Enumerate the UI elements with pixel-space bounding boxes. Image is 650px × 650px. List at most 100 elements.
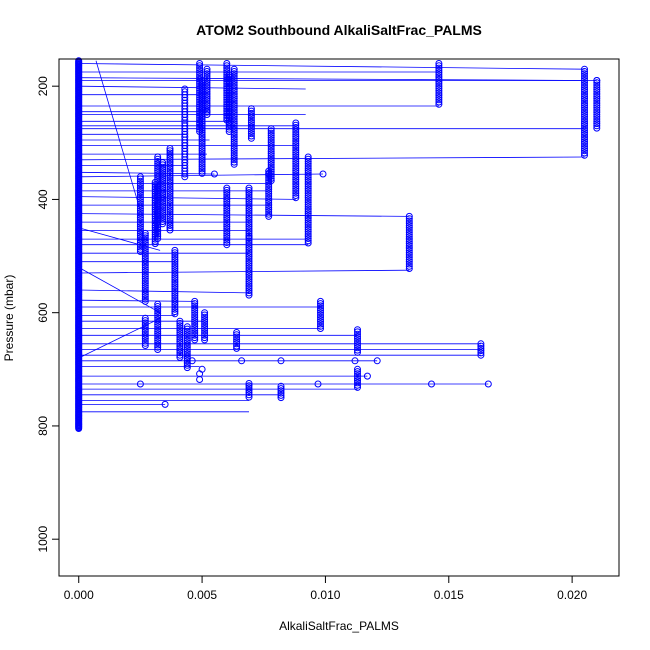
data-point	[159, 161, 167, 169]
data-point	[304, 171, 312, 179]
data-point	[166, 201, 174, 209]
data-point	[267, 129, 275, 137]
data-point	[267, 138, 275, 146]
data-point	[171, 253, 179, 261]
series-line-segment	[78, 269, 410, 274]
data-point	[304, 214, 312, 222]
data-point	[141, 297, 149, 305]
data-point	[245, 250, 253, 258]
data-point	[159, 159, 167, 167]
data-point	[141, 266, 149, 274]
data-point	[171, 292, 179, 300]
data-point	[265, 185, 273, 193]
data-point	[196, 376, 204, 383]
data-point	[201, 325, 209, 332]
data-point	[354, 374, 361, 382]
data-point	[230, 97, 238, 105]
data-point	[233, 342, 241, 350]
data-point	[223, 216, 231, 224]
data-point	[201, 329, 209, 337]
data-point	[166, 181, 174, 189]
data-point	[166, 199, 174, 207]
data-point	[230, 156, 238, 164]
data-point	[198, 156, 206, 164]
data-point	[304, 210, 312, 218]
data-point	[581, 106, 588, 114]
data-point	[191, 334, 199, 342]
data-point	[304, 160, 312, 168]
data-point	[141, 232, 149, 240]
data-point	[159, 211, 167, 219]
data-point	[593, 113, 601, 121]
data-point	[247, 109, 255, 117]
data-point	[354, 370, 361, 378]
data-point	[223, 234, 231, 242]
data-point	[176, 322, 184, 330]
data-point	[203, 92, 211, 100]
data-point	[405, 256, 413, 263]
data-point	[176, 344, 184, 352]
data-point	[292, 133, 300, 141]
data-point	[154, 232, 162, 240]
data-point	[593, 97, 601, 105]
data-point	[292, 185, 300, 193]
data-point	[223, 202, 231, 210]
data-point	[223, 229, 231, 237]
y-axis-label: Pressure (mbar)	[2, 275, 16, 362]
data-point	[304, 237, 312, 245]
data-point	[159, 190, 167, 198]
data-point	[230, 117, 238, 125]
data-point	[203, 86, 211, 94]
data-point	[203, 97, 211, 105]
data-point	[223, 211, 231, 219]
data-point	[245, 282, 253, 290]
data-point	[191, 336, 199, 344]
data-point	[203, 79, 211, 87]
data-point	[245, 207, 253, 215]
data-point	[203, 95, 211, 103]
data-point	[593, 99, 601, 107]
data-point	[191, 300, 199, 308]
data-point	[191, 309, 199, 317]
data-point	[304, 164, 312, 172]
data-point	[265, 190, 273, 198]
data-point	[435, 96, 443, 104]
data-point	[161, 400, 169, 408]
data-point	[435, 71, 443, 79]
data-point	[245, 220, 253, 228]
data-point	[183, 350, 191, 358]
data-point	[181, 170, 189, 178]
data-point	[141, 337, 149, 345]
x-tick-label: 0.015	[434, 588, 464, 602]
data-point	[435, 66, 443, 74]
data-point	[581, 135, 588, 143]
data-point	[166, 160, 174, 168]
data-point	[581, 145, 588, 152]
data-point	[136, 189, 144, 197]
data-point	[317, 322, 324, 330]
data-point	[245, 255, 253, 263]
data-point	[183, 364, 191, 372]
data-point	[159, 184, 167, 191]
data-point	[292, 178, 300, 186]
data-point	[354, 339, 361, 347]
data-point	[435, 84, 443, 92]
data-point	[154, 323, 162, 331]
data-point	[581, 86, 588, 94]
data-point	[581, 108, 588, 116]
data-point	[198, 365, 206, 373]
data-point	[265, 194, 273, 202]
data-point	[245, 259, 253, 267]
data-point	[581, 126, 588, 134]
data-point	[304, 178, 312, 186]
data-point	[196, 69, 204, 77]
data-point	[245, 380, 253, 387]
data-point	[166, 178, 174, 186]
data-point	[136, 211, 144, 219]
data-point	[141, 279, 149, 287]
data-point	[593, 122, 601, 130]
data-point	[176, 329, 184, 336]
data-point	[245, 216, 253, 224]
data-point	[201, 322, 209, 330]
